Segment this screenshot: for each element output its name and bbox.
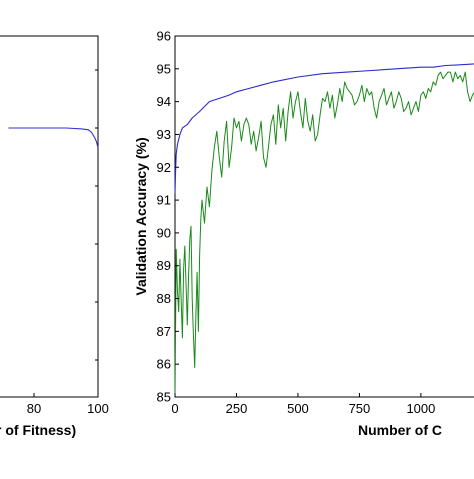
- right-ticks: 85 86 87 88 89 90 91 92 93 94 95 96 0 250 500 750 1000: [157, 29, 436, 417]
- left-x-tick-label: 100: [87, 401, 109, 416]
- x-tick-label: 250: [226, 401, 248, 416]
- y-tick-label: 88: [157, 291, 171, 306]
- series-line-blue: [174, 63, 474, 194]
- left-x-tick-label: 80: [27, 401, 41, 416]
- left-ticks: 80 100: [27, 69, 109, 416]
- y-tick-label: 91: [157, 193, 171, 208]
- x-axis-label: Number of C: [358, 422, 442, 438]
- y-tick-label: 89: [157, 258, 171, 273]
- x-tick-label: 500: [287, 401, 309, 416]
- left-series: [8, 127, 99, 148]
- y-tick-label: 94: [157, 94, 171, 109]
- y-tick-label: 85: [157, 390, 171, 405]
- y-tick-label: 93: [157, 127, 171, 142]
- right-chart-panel: 85 86 87 88 89 90 91 92 93 94 95 96 0 250 500 750 1000 V…: [133, 29, 474, 438]
- x-tick-label: 0: [171, 401, 178, 416]
- y-axis-label: Validation Accuracy (%): [133, 137, 149, 295]
- left-axes-box: [0, 35, 99, 398]
- y-tick-label: 87: [157, 324, 171, 339]
- y-tick-label: 90: [157, 225, 171, 240]
- y-tick-label: 96: [157, 29, 171, 44]
- right-series: [174, 63, 474, 398]
- right-axes-box: [174, 35, 474, 398]
- left-series-line: [8, 127, 99, 148]
- y-tick-label: 92: [157, 160, 171, 175]
- x-tick-label: 750: [349, 401, 371, 416]
- series-line-green: [174, 71, 474, 398]
- left-chart-panel: 80 100 r of Fitness): [0, 35, 109, 438]
- x-tick-label: 1000: [406, 401, 435, 416]
- y-tick-label: 86: [157, 357, 171, 372]
- y-tick-label: 95: [157, 61, 171, 76]
- left-x-axis-label: r of Fitness): [0, 422, 76, 438]
